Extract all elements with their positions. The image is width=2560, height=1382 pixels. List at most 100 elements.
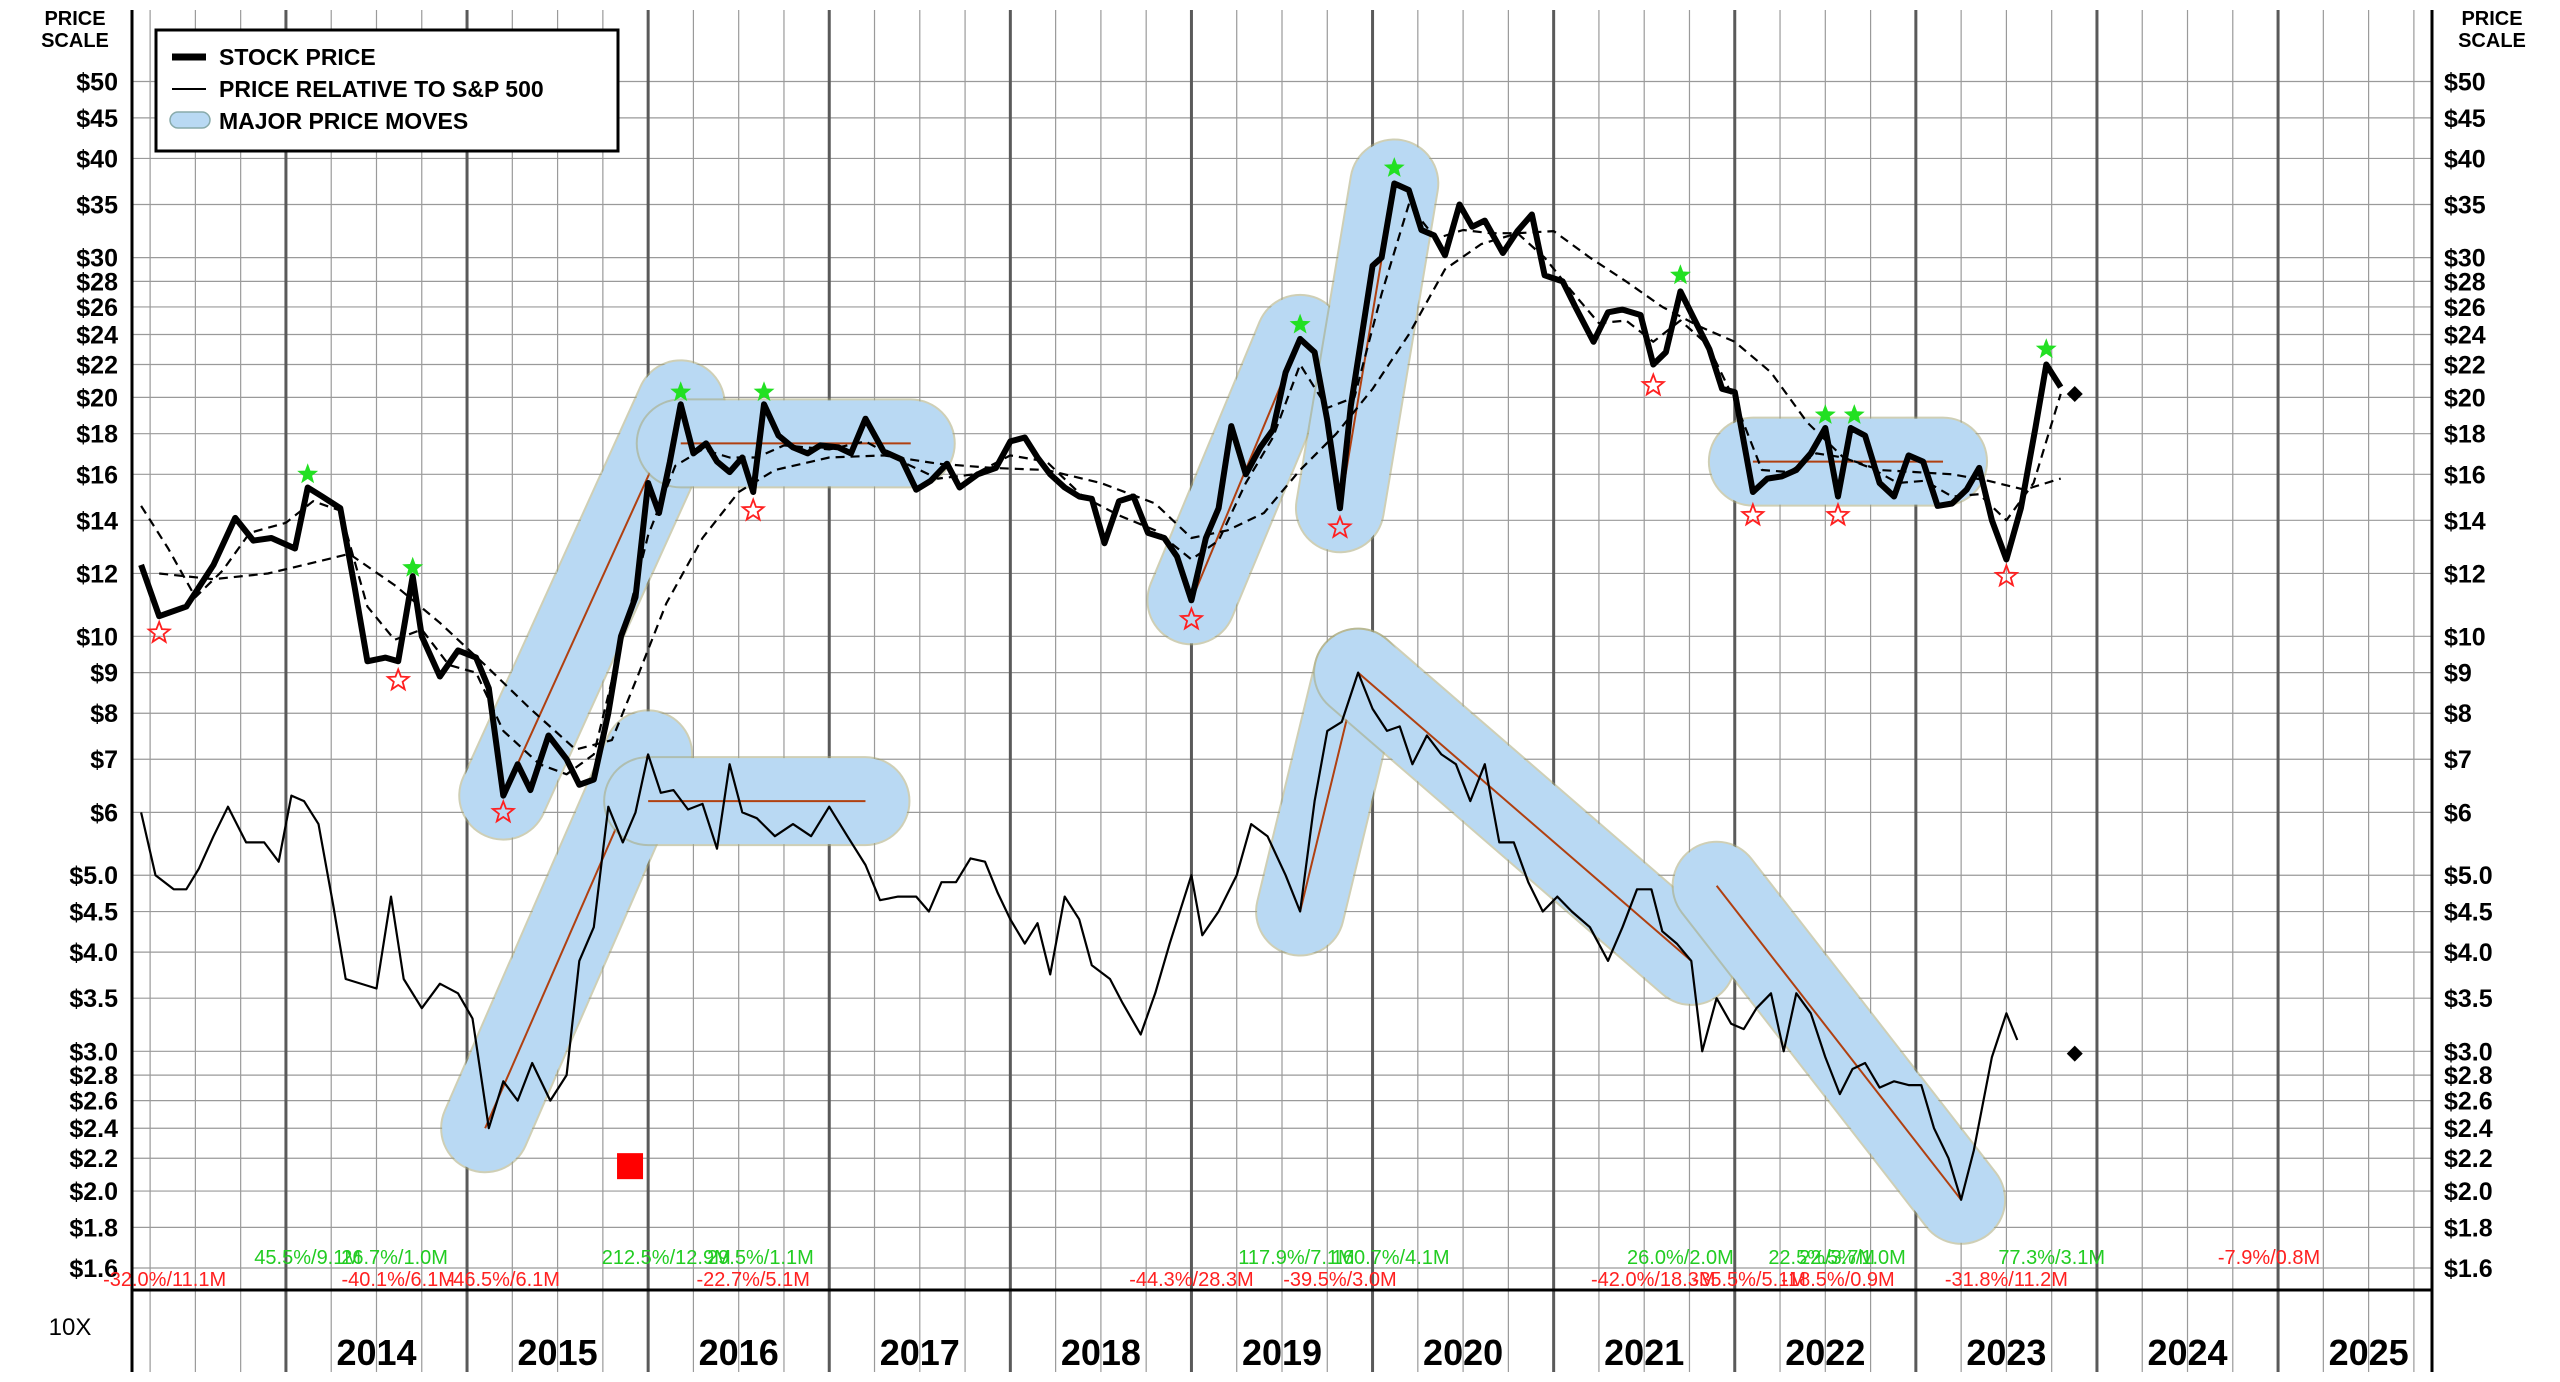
up-signal-star [2035, 338, 2057, 359]
x-year-label: 2020 [1423, 1332, 1503, 1373]
x-year-label: 2023 [1966, 1332, 2046, 1373]
move-annotation: 160.7%/4.1M [1332, 1247, 1450, 1269]
y-tick-label-left: $8 [90, 700, 118, 728]
move-annotation: -22.7%/5.1M [696, 1269, 809, 1291]
move-annotations: -32.0%/11.1M 45.5%/9.1M26.7%/1.0M-40.1%/6… [103, 1247, 2320, 1291]
down-signal-star [146, 619, 173, 644]
y-tick-label-left: $7 [90, 746, 118, 774]
y-tick-label-left: $16 [76, 461, 118, 489]
y-tick-label-right: $2.8 [2444, 1062, 2493, 1090]
move-annotation: 117.9%/7.1M [1238, 1247, 1354, 1269]
move-annotation: -46.5%/6.1M [447, 1269, 560, 1291]
signal-markers [146, 157, 2083, 1180]
y-tick-label-right: $2.0 [2444, 1178, 2493, 1206]
y-tick-label-right: $10 [2444, 623, 2486, 651]
up-signal-star [402, 556, 424, 577]
y-tick-label-right: $12 [2444, 560, 2486, 588]
series-line-thin [140, 671, 2019, 1201]
x-year-label: 2021 [1604, 1332, 1684, 1373]
y-tick-label-left: $3.5 [69, 985, 118, 1013]
price-move-trendline [1357, 671, 1692, 962]
up-signal-star [670, 381, 692, 402]
up-signal-star [1843, 404, 1865, 424]
move-annotation: -31.8%/11.2M [1945, 1269, 2068, 1291]
y-tick-label-right: $40 [2444, 145, 2486, 173]
legend-label-major-moves: MAJOR PRICE MOVES [219, 108, 468, 134]
down-signal-star [1640, 371, 1667, 397]
y-tick-label-left: $2.6 [69, 1088, 118, 1116]
x-year-label: 2025 [2329, 1332, 2409, 1373]
up-signal-star [1289, 313, 1311, 334]
y-tick-label-right: $16 [2444, 461, 2486, 489]
y-tick-label-right: $3.0 [2444, 1038, 2493, 1066]
y-tick-label-left: $40 [76, 145, 118, 173]
y-tick-label-left: $1.6 [69, 1255, 118, 1283]
y-tick-label-right: $35 [2444, 191, 2486, 219]
y-tick-label-right: $4.0 [2444, 939, 2493, 967]
down-signal-star [1178, 605, 1205, 631]
legend-label-relative: PRICE RELATIVE TO S&P 500 [219, 76, 544, 102]
down-signal-star [1739, 501, 1766, 527]
x-year-label: 2014 [336, 1332, 416, 1373]
y-tick-label-right: $14 [2444, 507, 2486, 535]
up-signal-star [1383, 157, 1405, 177]
up-signal-star [1814, 404, 1836, 424]
chart-legend: STOCK PRICE PRICE RELATIVE TO S&P 500 MA… [154, 28, 620, 153]
y-tick-label-left: $4.5 [69, 899, 118, 927]
down-signal-star [1327, 514, 1353, 539]
y-tick-label-left: $30 [76, 245, 118, 273]
legend-swatch-major-moves [169, 111, 211, 129]
chart-axes: $50 $50$45 $45$40 $40$35 $35$30 $30$28 $28$26 $… [69, 10, 2493, 1373]
move-annotation: -42.0%/18.3M [1591, 1269, 1716, 1291]
y-tick-label-left: $14 [76, 507, 118, 535]
zoom-label: 10X [49, 1314, 92, 1341]
y-tick-label-left: $1.8 [69, 1214, 118, 1242]
move-annotation: 22.5%/1.0M [1799, 1247, 1906, 1269]
move-annotation: -44.3%/28.3M [1129, 1269, 1254, 1291]
move-annotation: 29.5%/1.1M [707, 1247, 814, 1269]
y-tick-label-left: $2.8 [69, 1062, 118, 1090]
down-signal-star [490, 798, 517, 824]
y-tick-label-right: $50 [2444, 69, 2486, 97]
y-tick-label-right: $24 [2444, 322, 2486, 350]
down-signal-star [740, 497, 767, 522]
y-tick-label-left: $24 [76, 322, 118, 350]
y-tick-label-left: $12 [76, 560, 118, 588]
y-tick-label-left: $50 [76, 69, 118, 97]
last-price-marker [2066, 385, 2083, 402]
x-year-label: 2015 [518, 1332, 598, 1373]
left-price-scale-title: PRICE [44, 8, 105, 30]
y-tick-label-right: $18 [2444, 421, 2486, 449]
y-tick-label-right: $28 [2444, 268, 2486, 296]
last-price-marker [2066, 1045, 2083, 1062]
series-line-dashed [159, 230, 2062, 751]
y-tick-label-left: $45 [76, 105, 118, 133]
y-tick-label-left: $3.0 [69, 1038, 118, 1066]
move-annotation: -39.5%/3.0M [1283, 1269, 1396, 1291]
y-tick-label-left: $6 [90, 799, 118, 827]
y-tick-label-right: $5.0 [2444, 862, 2493, 890]
series-line-dashed [140, 203, 2062, 776]
move-annotation: 77.3%/3.1M [1998, 1247, 2105, 1269]
y-tick-label-left: $4.0 [69, 939, 118, 967]
price-series [138, 180, 2064, 1201]
y-tick-label-right: $22 [2444, 352, 2486, 380]
move-annotation: 26.7%/1.0M [341, 1247, 448, 1269]
red-square-marker [617, 1153, 644, 1180]
y-tick-label-right: $26 [2444, 294, 2486, 322]
down-signal-star [1993, 562, 2020, 588]
right-price-scale-title: PRICE [2461, 8, 2522, 30]
right-price-scale-title-2: SCALE [2458, 30, 2526, 52]
move-annotation: -35.5%/5.1M [1693, 1269, 1806, 1291]
y-tick-label-left: $26 [76, 294, 118, 322]
move-annotation: 26.0%/2.0M [1627, 1247, 1734, 1269]
y-tick-label-left: $20 [76, 384, 118, 412]
y-tick-label-right: $6 [2444, 799, 2472, 827]
y-tick-label-left: $35 [76, 191, 118, 219]
y-tick-label-right: $20 [2444, 384, 2486, 412]
y-tick-label-right: $2.2 [2444, 1145, 2493, 1173]
y-tick-label-right: $7 [2444, 746, 2472, 774]
y-tick-label-left: $22 [76, 352, 118, 380]
x-year-label: 2024 [2147, 1332, 2227, 1373]
y-tick-label-left: $10 [76, 623, 118, 651]
